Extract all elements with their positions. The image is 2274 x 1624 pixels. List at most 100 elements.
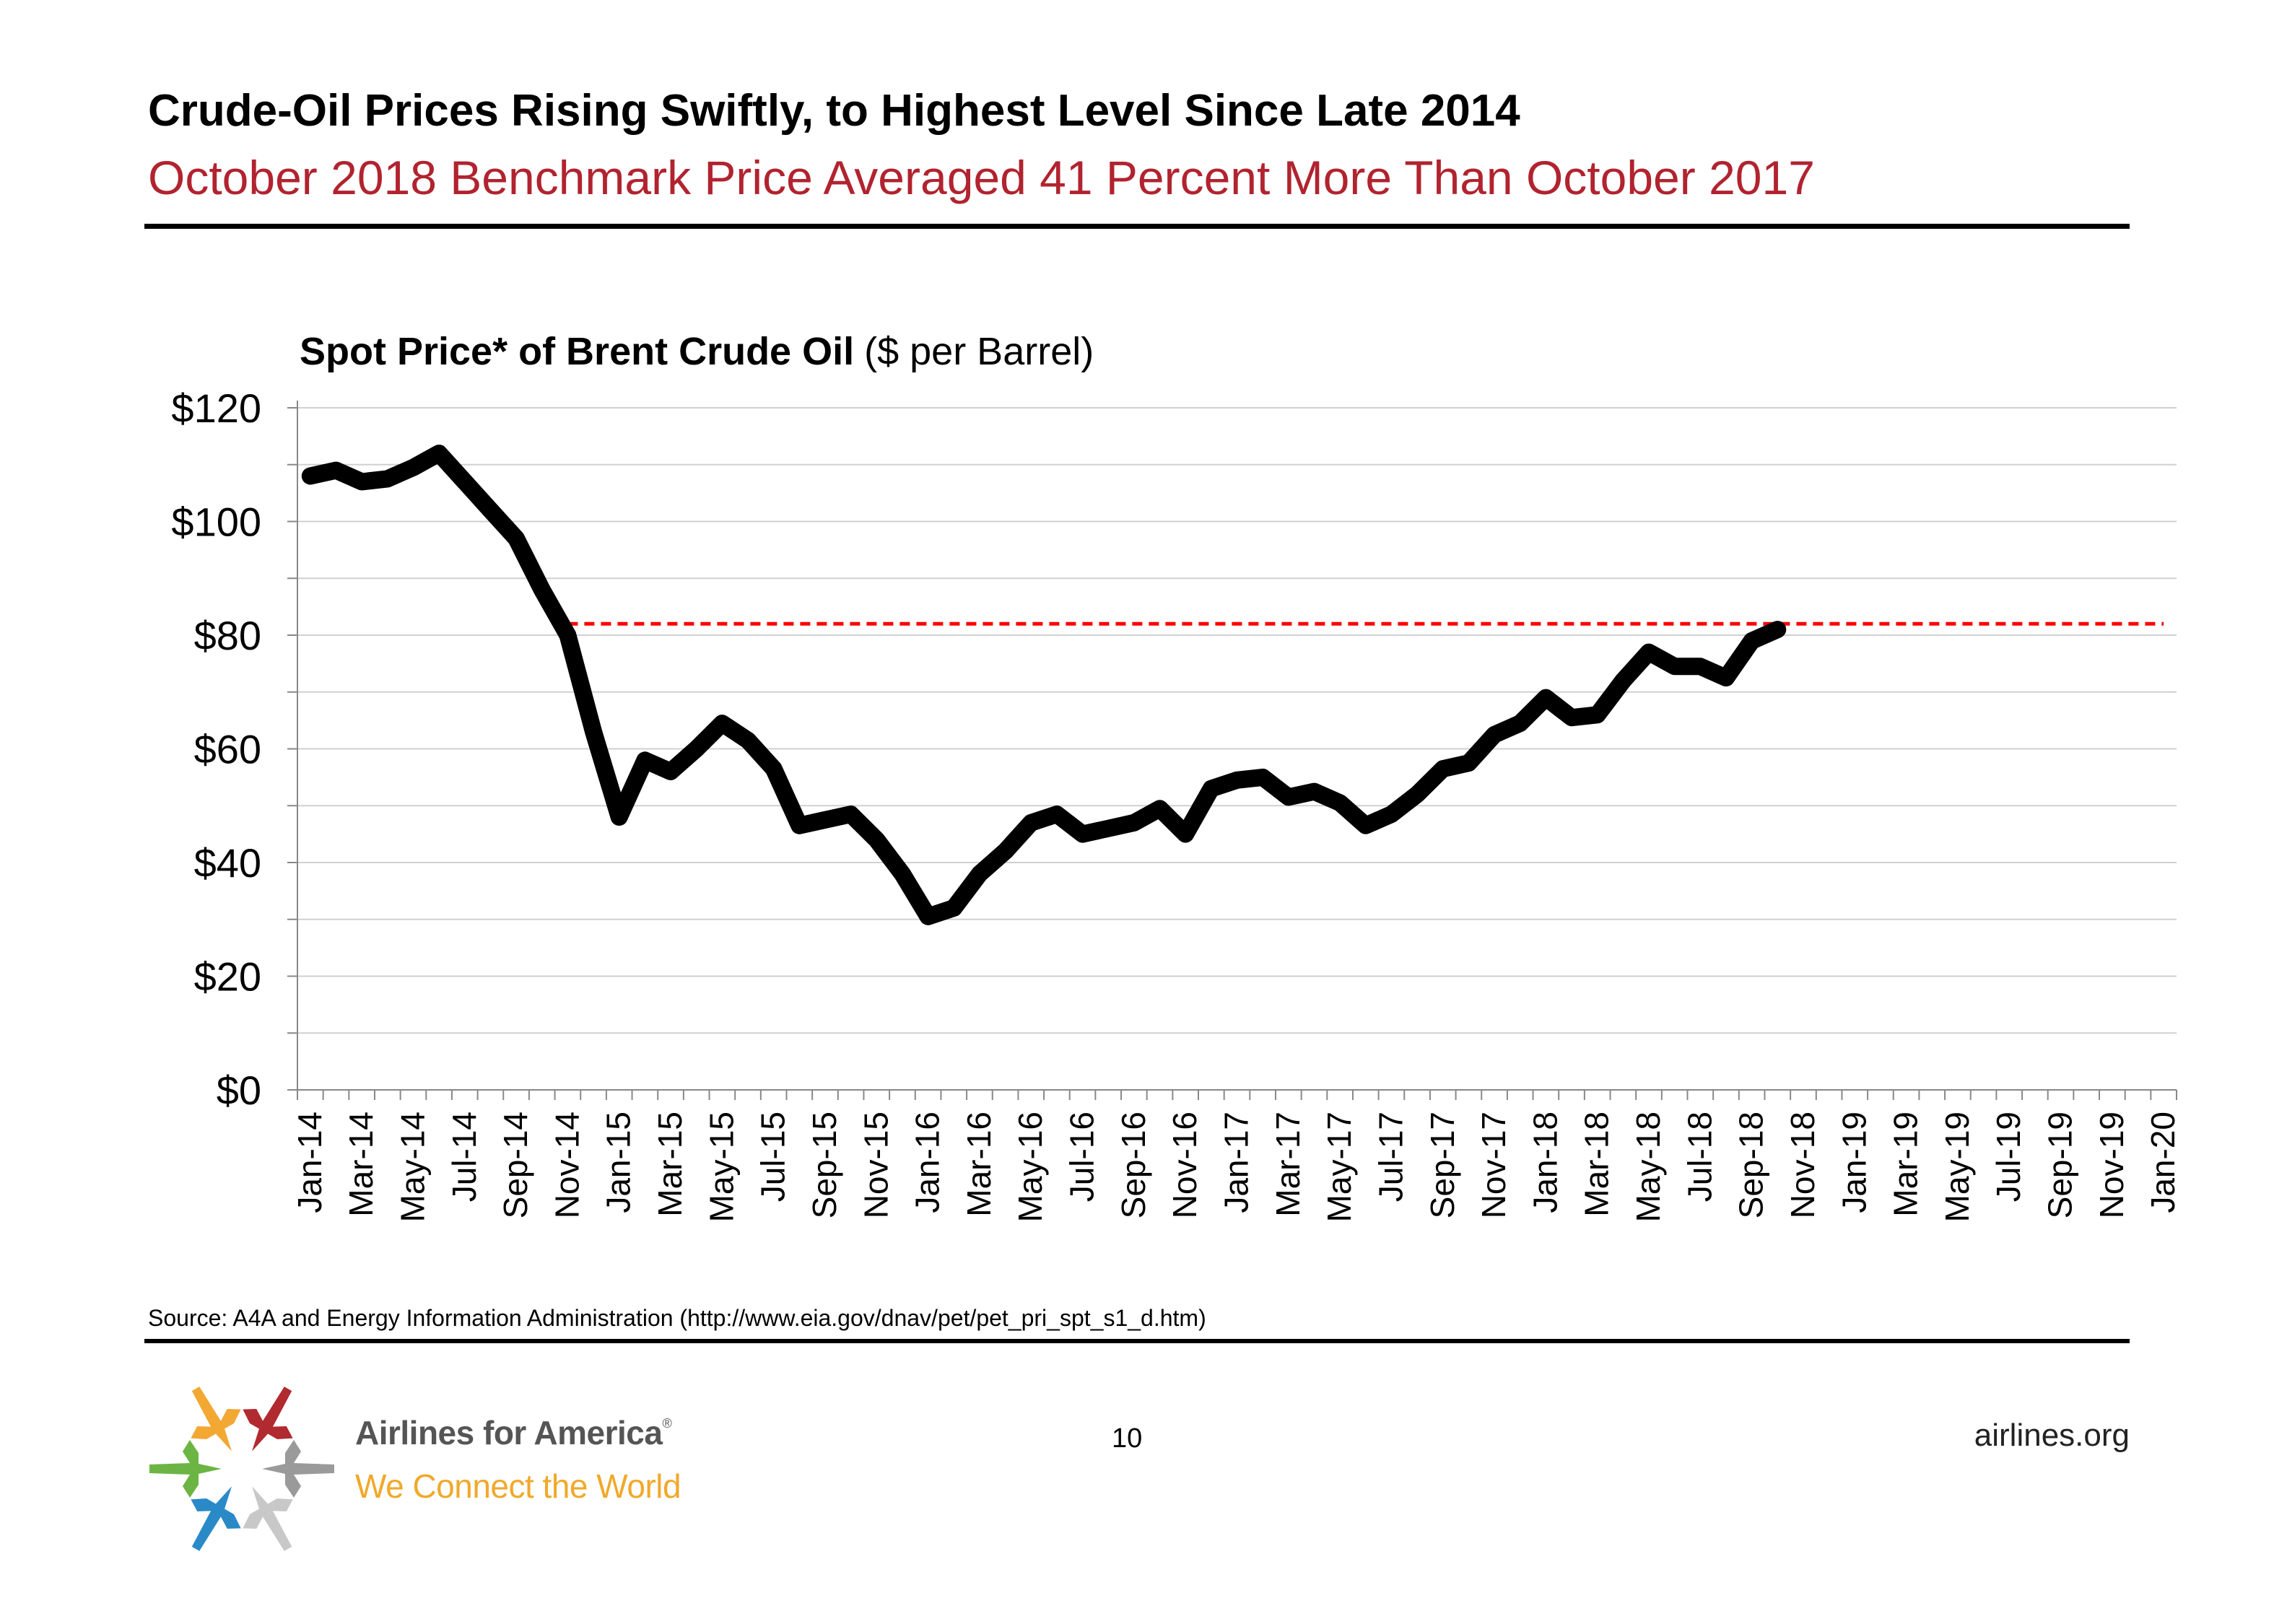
data-point xyxy=(361,481,363,483)
x-tick-label: May-14 xyxy=(393,1112,431,1222)
data-point xyxy=(670,771,672,772)
data-point xyxy=(1210,787,1212,790)
x-tick-label: Sep-17 xyxy=(1424,1112,1461,1218)
data-point xyxy=(1777,629,1779,631)
brand-name-text: Airlines for America xyxy=(355,1414,663,1451)
data-point xyxy=(438,453,440,454)
data-point xyxy=(1081,833,1084,835)
x-tick-label: May-18 xyxy=(1629,1112,1667,1222)
data-point xyxy=(1159,808,1161,810)
x-tick-label: Jan-19 xyxy=(1835,1112,1873,1213)
data-point xyxy=(953,907,955,909)
airlines-for-america-logo-icon xyxy=(149,1387,334,1551)
axes xyxy=(297,401,2177,1091)
y-tick-label: $40 xyxy=(194,840,261,886)
x-tick-label: Nov-14 xyxy=(548,1112,585,1218)
x-tick-label: Jul-15 xyxy=(754,1112,792,1202)
x-tick-label: Mar-15 xyxy=(651,1112,689,1217)
x-tick-label: Jan-14 xyxy=(291,1112,328,1213)
data-point xyxy=(309,475,311,477)
data-point xyxy=(1030,821,1032,824)
data-point xyxy=(798,824,801,826)
data-point xyxy=(335,469,337,471)
data-point xyxy=(1364,824,1367,826)
data-point xyxy=(1004,850,1006,852)
x-tick-label: Nov-19 xyxy=(2093,1112,2130,1218)
x-axis-ticks: Jan-14 Mar-14 May-14 Jul-14 Sep-14 Nov-14 Jan-… xyxy=(291,1090,2182,1222)
series-line-brent xyxy=(301,445,1787,925)
brand-name: Airlines for America® xyxy=(355,1413,672,1452)
x-tick-label: Mar-19 xyxy=(1887,1112,1925,1217)
source-note: Source: A4A and Energy Information Admin… xyxy=(148,1305,1206,1331)
slide-subtitle: October 2018 Benchmark Price Averaged 41… xyxy=(148,151,1815,204)
data-point xyxy=(1442,768,1444,770)
data-point xyxy=(1107,827,1110,829)
data-point xyxy=(901,873,903,875)
chart-title-bold: Spot Price* of Brent Crude Oil xyxy=(300,330,854,373)
gridlines xyxy=(297,407,2177,1034)
data-point xyxy=(1133,821,1135,824)
x-tick-label: Jan-16 xyxy=(909,1112,946,1213)
data-point xyxy=(386,478,388,480)
x-tick-label: Mar-14 xyxy=(342,1112,380,1217)
data-point xyxy=(927,915,929,917)
data-point xyxy=(1725,677,1727,679)
page-number: 10 xyxy=(1112,1423,1143,1454)
website-link[interactable]: airlines.org xyxy=(1974,1418,2130,1453)
data-point xyxy=(515,538,518,540)
data-point xyxy=(1648,651,1650,653)
data-point xyxy=(1262,776,1264,778)
data-point xyxy=(618,816,620,818)
data-point xyxy=(1339,802,1341,804)
x-tick-label: May-15 xyxy=(702,1112,740,1222)
x-tick-label: Nov-17 xyxy=(1475,1112,1512,1218)
x-tick-label: Nov-16 xyxy=(1166,1112,1203,1218)
data-point xyxy=(593,730,595,733)
x-tick-label: Sep-14 xyxy=(497,1112,534,1218)
x-tick-label: Sep-19 xyxy=(2042,1112,2079,1218)
title-divider xyxy=(144,224,2130,229)
data-point xyxy=(1236,779,1238,781)
data-point xyxy=(1673,665,1676,668)
series-group xyxy=(301,445,1787,925)
x-tick-label: Jul-17 xyxy=(1372,1112,1409,1202)
y-tick-label: $60 xyxy=(194,727,261,772)
y-tick-label: $20 xyxy=(194,954,261,1000)
data-point xyxy=(489,509,492,511)
data-point xyxy=(721,722,723,725)
data-point xyxy=(1596,714,1598,716)
data-point xyxy=(1571,717,1573,719)
x-tick-label: Jan-15 xyxy=(600,1112,637,1213)
data-point xyxy=(824,818,826,821)
x-tick-label: Mar-16 xyxy=(960,1112,998,1217)
data-point xyxy=(1519,722,1521,725)
data-point xyxy=(772,768,775,770)
y-tick-label: $0 xyxy=(217,1068,261,1113)
y-axis-ticks: $0 $20 $40 $60 $80 $100 $120 xyxy=(171,385,297,1113)
x-tick-label: Jul-19 xyxy=(1990,1112,2027,1202)
data-point xyxy=(695,748,697,750)
data-point xyxy=(1622,680,1624,681)
x-tick-label: Jan-18 xyxy=(1526,1112,1564,1213)
data-point xyxy=(1055,813,1058,816)
chart-title-unit: ($ per Barrel) xyxy=(864,330,1094,373)
data-point xyxy=(1313,790,1315,793)
x-tick-label: Sep-16 xyxy=(1115,1112,1152,1218)
x-tick-label: Jan-17 xyxy=(1218,1112,1255,1213)
data-point xyxy=(1390,813,1393,816)
y-tick-label: $80 xyxy=(194,613,261,658)
data-point xyxy=(1185,833,1187,835)
slide-title: Crude-Oil Prices Rising Swiftly, to High… xyxy=(148,86,1520,136)
data-point xyxy=(1545,697,1547,699)
data-point xyxy=(463,481,466,483)
x-tick-label: Jul-18 xyxy=(1681,1112,1718,1202)
registered-mark: ® xyxy=(662,1416,672,1431)
x-tick-label: Jul-16 xyxy=(1063,1112,1101,1202)
brent-price-chart: Spot Price* of Brent Crude Oil ($ per Bar… xyxy=(171,330,2182,1222)
data-point xyxy=(747,739,749,741)
data-point xyxy=(1468,762,1470,764)
x-tick-label: May-16 xyxy=(1011,1112,1049,1222)
brand-tagline: We Connect the World xyxy=(355,1467,681,1505)
data-point xyxy=(412,466,414,468)
x-tick-label: Jan-20 xyxy=(2144,1112,2182,1213)
